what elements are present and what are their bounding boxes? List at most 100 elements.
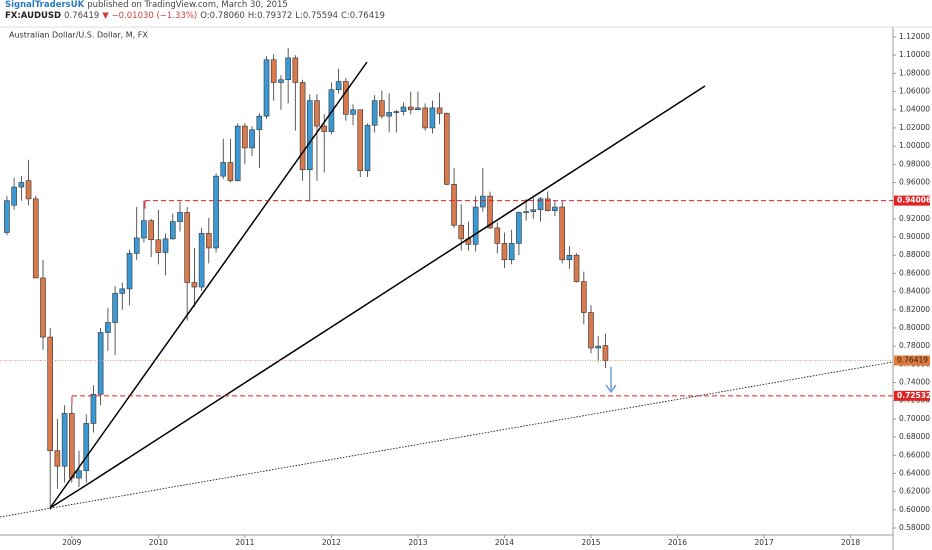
change: ▼ −0.01030 (−1.33%) (102, 11, 198, 21)
y-tick-label: 0.96000 (899, 177, 930, 186)
candle-body (321, 125, 328, 132)
close: C:0.76419 (340, 11, 385, 21)
level-label: 0.72532 (897, 391, 931, 400)
y-tick-label: 1.12000 (899, 32, 930, 41)
candle-body (350, 109, 356, 115)
x-tick-label: 2016 (668, 538, 687, 547)
published: published on TradingView.com, March 30, … (87, 0, 288, 10)
level-box (894, 390, 930, 401)
candle-body (595, 345, 601, 349)
y-tick-label: 0.86000 (899, 268, 930, 277)
candle-body (119, 288, 126, 294)
candle-body (429, 107, 436, 129)
candle-body (69, 413, 75, 479)
marks (4, 47, 609, 510)
x-tick-label: 2009 (62, 538, 81, 547)
candle-body (40, 277, 46, 338)
y-tick-label: 0.88000 (899, 250, 930, 259)
candle-body (343, 81, 349, 115)
y-tick-label: 1.02000 (899, 123, 930, 132)
candle-body (97, 332, 104, 395)
y-tick-label: 0.60000 (899, 505, 930, 514)
y-tick-label: 1.10000 (899, 50, 930, 59)
candle-body (270, 59, 277, 83)
x-tick-label: 2018 (841, 538, 860, 547)
y-tick-label: 0.84000 (899, 287, 930, 296)
level-box (894, 195, 930, 206)
candle-body (213, 175, 219, 249)
candle-body (278, 79, 284, 83)
candle-body (451, 184, 457, 226)
candle-body (400, 106, 407, 112)
candle-body (458, 224, 465, 240)
chart-title: Australian Dollar/U.S. Dollar, M, FX (9, 31, 148, 40)
candle-body (148, 220, 154, 241)
candle-body (11, 186, 17, 206)
candle-body (162, 238, 169, 253)
header: SignalTradersUK published on TradingView.… (5, 0, 388, 22)
candle-body (292, 57, 299, 83)
y-tick-label: 0.92000 (899, 214, 930, 223)
candle-body (205, 233, 212, 249)
candle-body (170, 221, 176, 240)
candle-body (47, 336, 53, 452)
candle-body (328, 89, 335, 132)
candle-body (487, 195, 493, 229)
candle-body (602, 345, 609, 361)
candle-body (552, 206, 558, 211)
candle-body (155, 239, 162, 253)
drawings (0, 61, 894, 518)
candle-body (494, 227, 501, 244)
candle-body (379, 100, 385, 117)
candle-body (501, 243, 508, 261)
y-tick-label: 0.66000 (899, 450, 930, 459)
candle-body (105, 322, 111, 333)
x-tick-label: 2017 (755, 538, 774, 547)
y-tick-label: 1.00000 (899, 141, 930, 150)
candle-body (436, 107, 443, 114)
candle-body (61, 413, 68, 467)
y-tick-label: 1.04000 (899, 105, 930, 114)
candle-body (537, 198, 544, 211)
y-tick-label: 0.90000 (899, 232, 930, 241)
trend-line (49, 483, 89, 509)
level-label: 0.94006 (897, 196, 931, 205)
candle-body (184, 212, 190, 283)
candle-body (227, 162, 234, 181)
candle-body (249, 129, 255, 149)
candle-body (256, 115, 263, 131)
x-tick-label: 2014 (495, 538, 514, 547)
candle-body (242, 125, 248, 149)
candle-body (559, 206, 565, 261)
candle-body (234, 125, 241, 181)
candle-body (18, 182, 25, 188)
publisher[interactable]: SignalTradersUK (5, 0, 85, 10)
symbol: FX:AUDUSD (5, 11, 62, 21)
candle-body (112, 293, 118, 323)
candle-body (191, 282, 198, 288)
y-tick-label: 0.64000 (899, 468, 930, 477)
x-tick-label: 2010 (149, 538, 168, 547)
candle-body (314, 100, 320, 127)
candle-body (141, 220, 147, 239)
candle-body (299, 82, 306, 171)
candle-body (407, 106, 414, 111)
candle-body (480, 195, 486, 208)
candle-body (443, 113, 450, 185)
y-tick-label: 0.68000 (899, 432, 930, 441)
y-tick-label: 1.06000 (899, 87, 930, 96)
x-tick-label: 2012 (322, 538, 341, 547)
candle-body (4, 200, 10, 233)
y-tick-label: 0.62000 (899, 487, 930, 496)
candle-body (508, 243, 515, 261)
candle-body (335, 81, 342, 91)
candle-body (198, 233, 205, 288)
last-price-box (894, 355, 930, 366)
y-tick-label: 0.98000 (899, 159, 930, 168)
trend-line (49, 61, 368, 509)
y-tick-label: 0.80000 (899, 323, 930, 332)
candle-body (544, 198, 551, 211)
candle-body (32, 198, 39, 279)
